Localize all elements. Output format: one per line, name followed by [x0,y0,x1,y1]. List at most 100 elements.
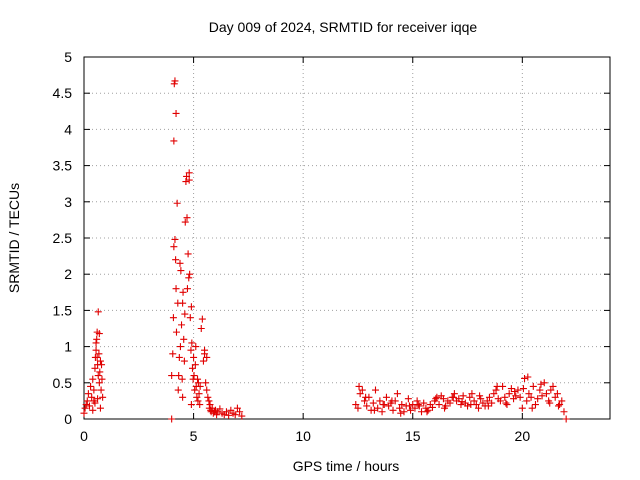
data-point [178,375,186,383]
data-point [96,357,104,365]
data-point [187,303,195,311]
data-point [477,395,485,403]
data-point [354,404,362,412]
y-tick-label: 1 [64,339,72,355]
data-point [90,386,98,394]
data-point [196,401,204,409]
data-point [180,335,188,343]
data-point [94,308,102,316]
data-point [534,395,542,403]
data-point [194,379,202,387]
data-point [355,382,363,390]
y-tick-label: 3 [64,194,72,210]
y-tick-label: 1.5 [53,302,73,318]
data-point [507,385,515,393]
data-point [501,393,509,401]
data-point [170,137,178,145]
data-point [388,397,396,405]
data-point [449,393,457,401]
data-point [185,169,193,177]
y-tick-label: 4 [64,121,72,137]
y-tick-label: 4.5 [53,85,73,101]
data-point [177,267,185,275]
data-point [433,393,441,401]
data-point [179,299,187,307]
data-point [547,386,555,394]
data-point [514,386,522,394]
data-point [542,390,550,398]
data-point [441,404,449,412]
data-point [96,404,104,412]
data-point [475,404,482,412]
data-point [94,395,102,403]
data-point [466,393,474,401]
data-point [362,393,370,401]
data-point [213,411,221,419]
data-point [505,390,513,398]
data-point [97,386,105,394]
data-point [172,285,180,293]
axes: 0 5 10 15 20 0 0.5 1 1.5 2 2.5 3 3.5 4 4.5 5 [53,49,611,444]
data-point [439,395,447,403]
data-point [203,353,211,361]
data-point [503,401,511,409]
data-point [450,390,458,398]
data-point [216,405,224,413]
data-point [527,393,535,401]
data-point [420,399,428,407]
data-point [170,80,178,88]
data-point [415,402,423,410]
data-point [369,399,377,407]
data-point [370,406,378,414]
data-point [467,401,475,409]
data-point [455,395,463,403]
data-point [382,393,390,401]
data-point [183,214,191,222]
grid-lines [84,57,610,419]
data-point [187,346,195,354]
data-point [171,77,179,85]
data-point [222,408,230,416]
data-point [371,386,379,394]
data-point [356,390,364,398]
chart-title: Day 009 of 2024, SRMTID for receiver iqq… [209,19,478,35]
data-point [379,401,387,409]
data-point [95,350,103,358]
data-point [553,390,561,398]
data-point [201,350,209,358]
data-point [502,399,510,407]
data-point [183,285,191,293]
data-point [411,404,419,412]
data-point [203,386,211,394]
data-point [181,310,189,318]
data-point [187,401,195,409]
data-point [98,375,106,383]
data-point [407,406,415,414]
data-point [168,415,176,423]
data-point [181,218,189,226]
data-point [562,415,570,423]
data-point [231,411,239,419]
data-point [91,364,99,372]
y-tick-label: 3.5 [53,158,73,174]
data-point [531,401,539,409]
data-point [204,393,212,401]
data-point [551,393,559,401]
x-tick-label: 20 [515,428,531,444]
data-point [175,372,183,380]
data-point [96,368,104,376]
data-point [173,199,181,207]
data-point [85,402,93,410]
data-point [470,397,478,405]
data-point [92,339,100,347]
data-point [95,330,103,338]
data-point [556,401,564,409]
data-point [516,393,524,401]
data-point [174,386,182,394]
data-point [457,401,465,409]
data-point [190,353,198,361]
data-point [188,364,196,372]
data-point [397,409,405,417]
data-point [178,321,186,329]
data-point [405,402,413,410]
